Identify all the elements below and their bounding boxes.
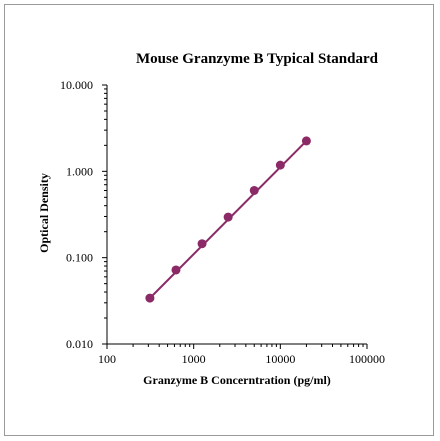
data-point <box>249 185 259 195</box>
y-tick-label: 10.000 <box>60 78 93 92</box>
data-points <box>145 136 311 303</box>
y-tick-label: 0.100 <box>66 251 93 265</box>
y-tick-label: 0.010 <box>66 337 93 351</box>
chart-title: Mouse Granzyme B Typical Standard <box>136 51 379 67</box>
x-tick-label: 100000 <box>349 352 385 366</box>
data-point <box>275 160 285 170</box>
y-axis-label: Optical Density <box>37 173 51 253</box>
data-point <box>223 212 233 222</box>
x-axis-label: Granzyme B Concerntration (pg/ml) <box>143 373 331 387</box>
x-ticks: 100 1000 10000 100000 <box>98 344 385 366</box>
data-point <box>145 293 155 303</box>
y-tick-label: 1.000 <box>66 164 93 178</box>
x-tick-label: 1000 <box>182 352 206 366</box>
axes <box>106 85 367 345</box>
data-point <box>301 136 311 146</box>
data-point <box>171 265 181 275</box>
x-tick-label: 100 <box>98 352 116 366</box>
data-point <box>197 239 207 249</box>
y-ticks: 0.010 0.100 1.000 10.000 <box>60 78 107 351</box>
x-tick-label: 10000 <box>265 352 295 366</box>
chart-frame <box>4 4 434 436</box>
